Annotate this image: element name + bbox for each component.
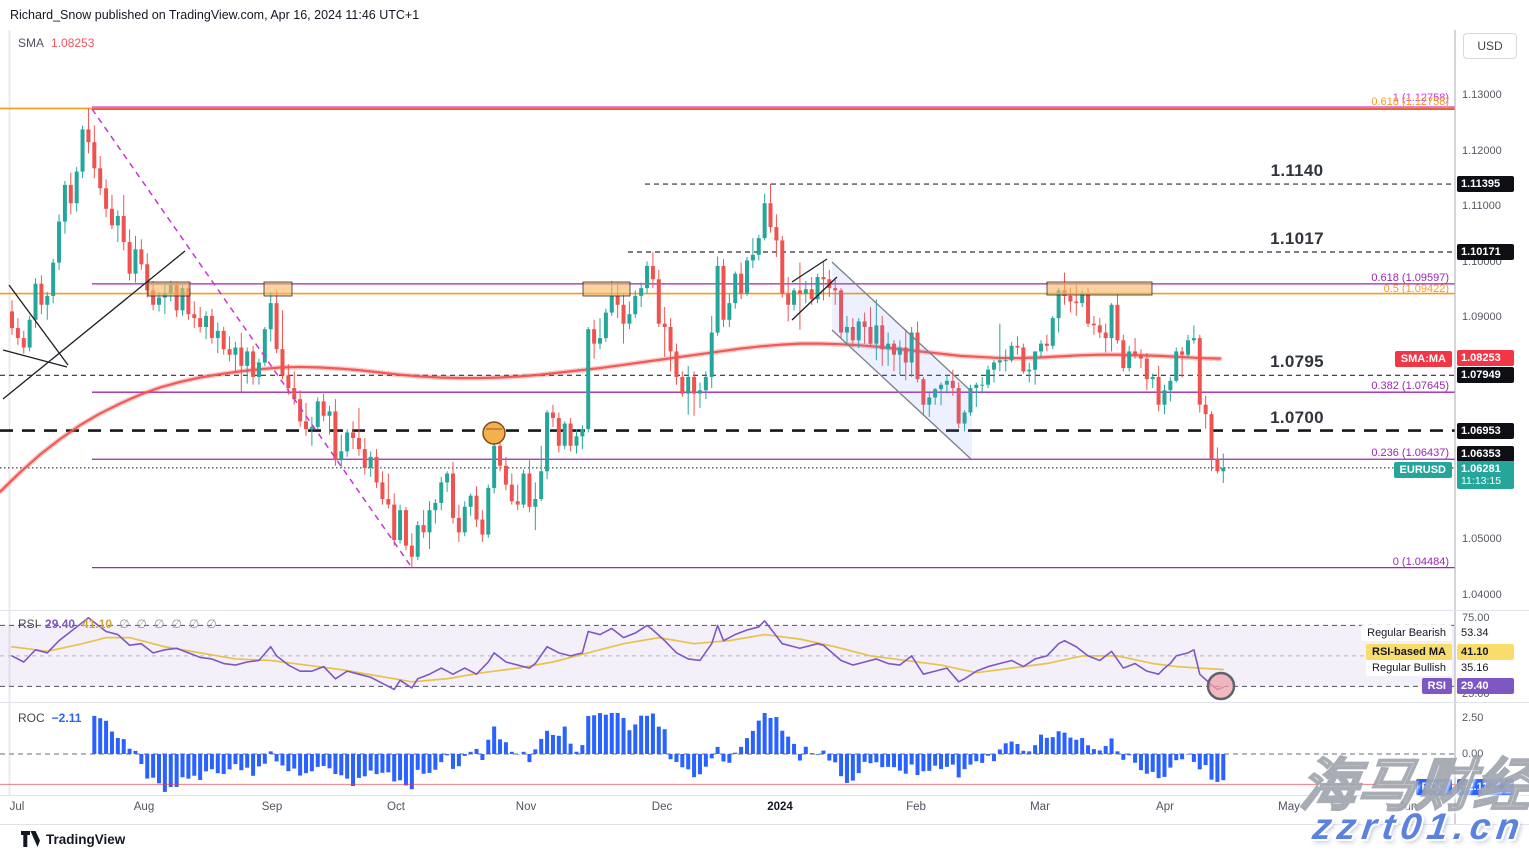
rsi-axis-value: 53.34 [1457,625,1514,641]
rsi-divergence-zero-values: ∅ ∅ ∅ ∅ ∅ ∅ [119,617,217,631]
pane-label-rsi-based-ma: RSI-based MA [1366,644,1452,660]
roc-axis-badge: −2.11 [1457,779,1514,795]
pane-label-sma-ma: SMA:MA [1394,351,1452,367]
time-axis-label: 2024 [767,801,793,813]
pane-label-roc: ROC [1415,779,1452,795]
rsi-axis-tick: 75.00 [1462,611,1490,624]
price-axis-tick: 1.04000 [1462,588,1502,601]
time-axis-label: May [1278,801,1300,813]
price-axis-badge: 1.06353 [1457,445,1514,462]
time-axis-label: Dec [651,801,673,813]
key-level-text: 1.1140 [1270,161,1324,181]
rsi-ma-legend-value: 41.10 [82,617,113,631]
key-level-text: 1.0795 [1270,352,1324,372]
time-axis-label: Apr [1156,801,1174,813]
price-axis-badge: 1.11395 [1457,176,1514,193]
time-axis-label: Nov [515,801,537,813]
pane-label-regular-bearish: Regular Bearish [1361,625,1452,641]
roc-axis-tick: 0.00 [1462,748,1484,760]
roc-axis-tick: 2.50 [1462,712,1484,724]
fib-level-label: 0.618 (1.12758) [1371,96,1449,109]
price-axis-badge: 1.06953 [1457,422,1514,439]
tradingview-brand-text: TradingView [46,831,126,847]
divergence-zero-glyph: ∅ [119,617,130,631]
publish-title-bar: Richard_Snow published on TradingView.co… [0,0,1529,30]
pane-separator [0,795,1529,796]
sma-legend-label: SMA [18,36,45,50]
pane-label-rsi: RSI [1421,678,1452,694]
price-axis-tick: 1.13000 [1462,89,1502,101]
sma-legend[interactable]: SMA 1.08253 [18,36,94,50]
price-axis-tick: 1.12000 [1462,144,1502,157]
pane-label-regular-bullish: Regular Bullish [1366,660,1452,676]
pane-separator [0,610,1529,611]
currency-toggle-label: USD [1477,39,1503,53]
roc-legend[interactable]: ROC −2.11 [18,711,81,725]
roc-legend-label: ROC [18,711,45,725]
price-axis-tick: 1.11000 [1462,200,1501,212]
fib-level-label: 0 (1.04484) [1392,555,1449,568]
fib-level-label: 0.382 (1.07645) [1371,380,1449,393]
pane-separator [0,702,1529,703]
rsi-axis-value: 35.16 [1457,660,1514,676]
key-level-text: 1.1017 [1270,229,1324,248]
divergence-zero-glyph: ∅ [171,617,182,631]
key-level-text: 1.0700 [1270,407,1324,427]
price-axis-badge: 1.08253 [1457,350,1514,367]
divergence-zero-glyph: ∅ [188,617,200,631]
time-axis-label: Oct [387,801,405,813]
last-update-time: 11:13:15 [1461,474,1502,487]
time-axis-label: Jun [1398,801,1418,813]
divergence-zero-glyph: ∅ [136,617,147,631]
currency-toggle-button[interactable]: USD [1463,33,1517,59]
divergence-zero-glyph: ∅ [153,617,165,631]
rsi-axis-value: 41.10 [1457,644,1514,660]
pane-label-eurusd: EURUSD [1393,462,1452,478]
price-axis-badge: 1.10171 [1457,244,1514,260]
time-axis-label: Aug [133,801,155,813]
rsi-legend[interactable]: RSI 29.40 41.10 ∅ ∅ ∅ ∅ ∅ ∅ [18,617,217,631]
price-axis-badge: 1.06281 11:13:15 [1457,460,1514,489]
fib-level-label: 0.5 (1.09422) [1383,282,1449,295]
roc-legend-value: −2.11 [51,711,82,725]
sma-legend-value: 1.08253 [51,36,95,50]
pane-separator [0,824,1529,825]
time-axis-label: Jul [9,801,25,813]
rsi-axis-value: 29.40 [1457,678,1514,694]
time-axis-label: Mar [1030,801,1050,813]
tradingview-logo-icon [21,831,40,847]
time-axis-label: Feb [906,801,926,813]
fib-level-label: 1 (1.12758) [1392,92,1449,105]
tradingview-brand[interactable]: TradingView [21,831,125,847]
publish-title: Richard_Snow published on TradingView.co… [10,8,420,22]
fib-level-label: 0.618 (1.09597) [1371,271,1449,284]
price-axis-tick: 1.05000 [1462,533,1502,545]
rsi-legend-value: 29.40 [45,617,76,631]
price-axis-tick: 1.09000 [1462,311,1502,323]
rsi-legend-label: RSI [18,617,39,631]
fib-level-label: 0.236 (1.06437) [1371,447,1449,460]
price-axis-badge: 1.07949 [1457,367,1514,384]
time-axis-label: Sep [261,801,283,813]
divergence-zero-glyph: ∅ [206,617,217,631]
